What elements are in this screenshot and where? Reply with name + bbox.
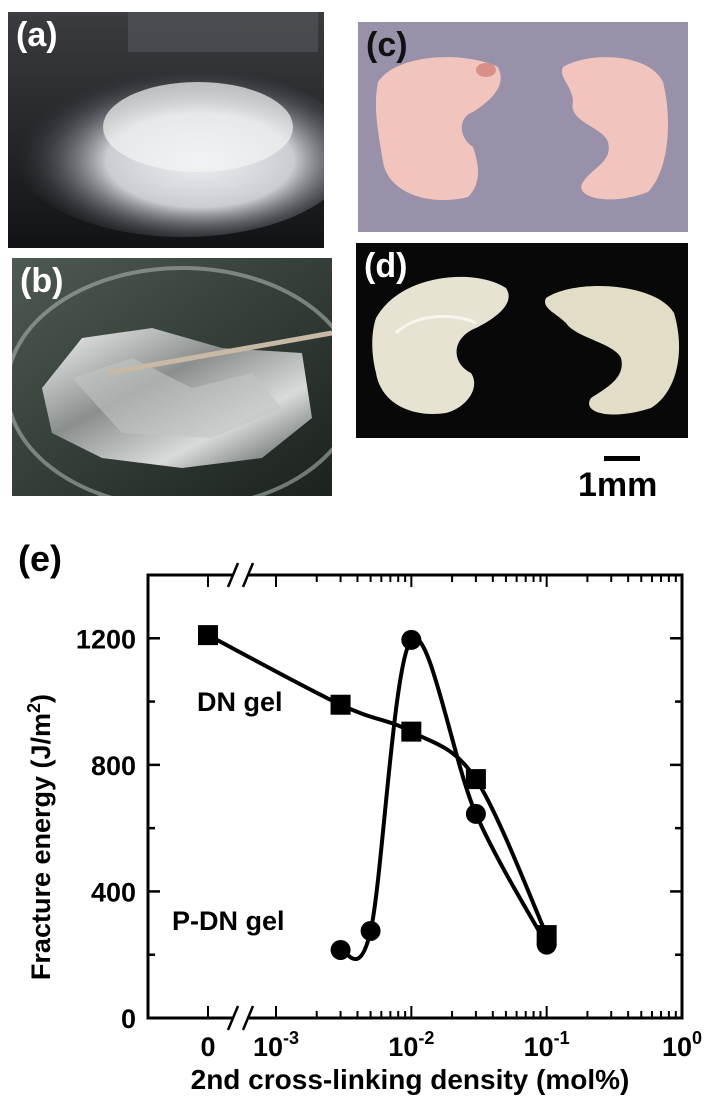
panel-b-label: (b) bbox=[20, 262, 64, 300]
x-tick-label: 10-3 bbox=[253, 1028, 299, 1062]
scale-bar-label: 1mm bbox=[578, 466, 658, 504]
data-point-circle bbox=[465, 803, 486, 824]
data-point-circle bbox=[360, 920, 381, 941]
plot-frame bbox=[146, 573, 684, 1020]
meniscus-image bbox=[358, 22, 688, 232]
panel-a-label: (a) bbox=[16, 16, 58, 54]
scale-bar bbox=[604, 456, 640, 461]
photo-meniscus: (c) bbox=[358, 22, 688, 232]
x-tick-label: 0 bbox=[200, 1032, 215, 1062]
data-point-square bbox=[401, 721, 422, 742]
y-axis-label: Fracture energy (J/m2) bbox=[24, 694, 56, 980]
y-tick-label: 1200 bbox=[76, 624, 136, 654]
y-tick-label: 0 bbox=[121, 1004, 136, 1034]
photo-gel-meniscus: (d) bbox=[356, 243, 688, 438]
y-tick-label: 800 bbox=[91, 751, 136, 781]
x-axis-label: 2nd cross-linking density (mol%) bbox=[191, 1064, 630, 1095]
fracture-energy-chart: 0 400 800 1200 0 10-3 10-2 10-1 100 DN gel P-DN … bbox=[24, 562, 702, 1095]
powder-image bbox=[8, 12, 324, 248]
data-point-square bbox=[198, 625, 218, 646]
photo-gel-dish: (b) bbox=[12, 258, 332, 496]
series-label-dn-gel: DN gel bbox=[197, 687, 283, 717]
dish-image bbox=[12, 258, 332, 496]
photo-powder: (a) bbox=[8, 12, 324, 248]
y-tick-label: 400 bbox=[91, 877, 136, 907]
panel-d-label: (d) bbox=[364, 247, 408, 285]
series-line-1 bbox=[339, 636, 549, 962]
panel-e-label: (e) bbox=[18, 538, 62, 579]
x-tick-label: 10-1 bbox=[524, 1028, 570, 1062]
data-point-circle bbox=[401, 629, 422, 650]
data-point-square bbox=[465, 769, 486, 790]
data-point-circle bbox=[330, 939, 351, 960]
panel-c-label: (c) bbox=[366, 26, 408, 64]
series-label-pdn-gel: P-DN gel bbox=[172, 906, 285, 936]
data-point-square bbox=[330, 694, 351, 715]
gel-image bbox=[356, 243, 688, 438]
axis-break-mark bbox=[241, 1005, 255, 1031]
axis-break-mark bbox=[226, 1005, 240, 1031]
x-tick-label: 100 bbox=[662, 1028, 702, 1062]
axis-break-mark bbox=[226, 562, 240, 588]
chart-axes: 0 400 800 1200 0 10-3 10-2 10-1 100 bbox=[76, 562, 702, 1062]
series-markers bbox=[198, 625, 557, 960]
axis-break-mark bbox=[241, 562, 255, 588]
data-point-circle bbox=[536, 934, 557, 955]
x-tick-label: 10-2 bbox=[388, 1028, 434, 1062]
